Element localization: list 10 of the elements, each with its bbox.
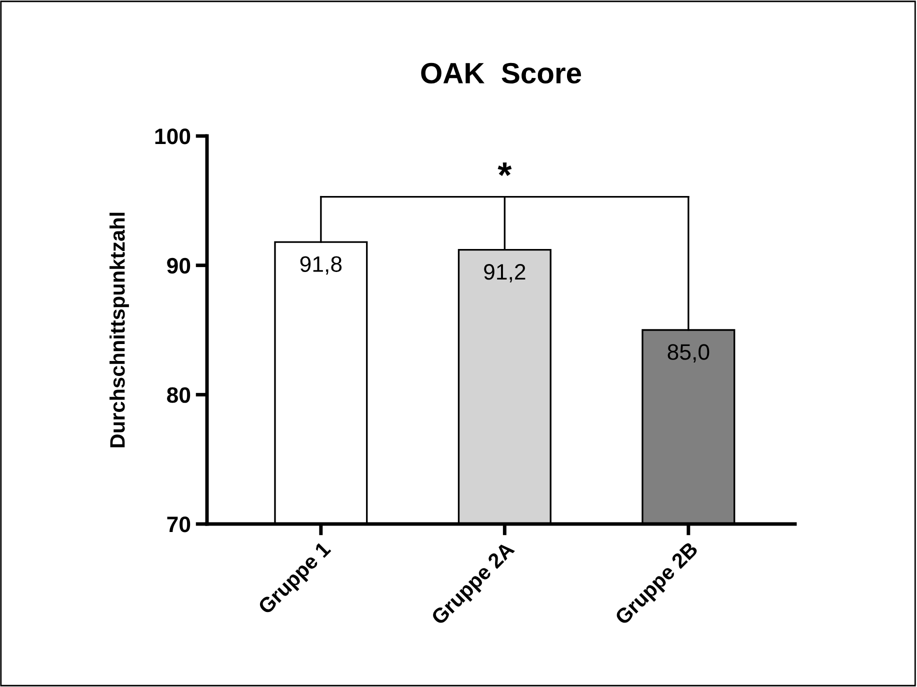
data-label: 85,0 bbox=[668, 344, 710, 363]
chart-title: OAK Score bbox=[421, 62, 582, 84]
y-tick-label: 100 bbox=[155, 128, 190, 144]
y-tick-label: 80 bbox=[167, 387, 190, 403]
y-tick-label: 90 bbox=[167, 258, 190, 274]
y-axis-title: Durchschnittspunktzahl bbox=[110, 212, 129, 448]
annotation: * bbox=[498, 162, 512, 176]
y-tick-label: 70 bbox=[167, 516, 190, 532]
data-label: 91,8 bbox=[300, 256, 342, 275]
data-label: 91,2 bbox=[484, 264, 526, 282]
